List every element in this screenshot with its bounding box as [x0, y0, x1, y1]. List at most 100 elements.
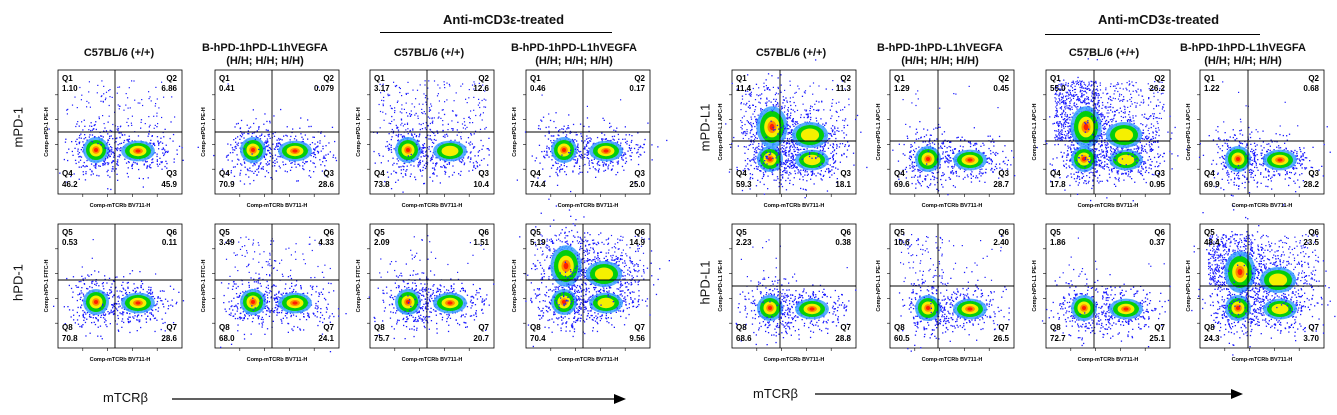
quadrant-value: 26.5 [993, 334, 1009, 343]
quadrant-name: Q7 [166, 323, 177, 332]
quadrant-value: 23.5 [1303, 238, 1319, 247]
quadrant-value: 2.23 [736, 238, 752, 247]
quadrant-name: Q8 [894, 323, 905, 332]
quadrant-name: Q7 [1154, 323, 1165, 332]
quadrant-value: 4.33 [318, 238, 334, 247]
plot-x-axis-title: Comp-mTCRb BV711-H [90, 203, 151, 209]
quadrant-name: Q7 [478, 323, 489, 332]
quadrant-name: Q4 [62, 169, 73, 178]
quadrant-name: Q3 [634, 169, 645, 178]
quadrant-value: 75.7 [374, 334, 390, 343]
col-title-right-1: C57BL/6 (+/+) [755, 47, 827, 59]
quadrant-name: Q8 [62, 323, 73, 332]
quadrant-name: Q1 [1204, 74, 1215, 83]
plot-x-axis-title: Comp-mTCRb BV711-H [402, 203, 463, 209]
col-title-left-1: C57BL/6 (+/+) [83, 47, 155, 59]
quadrant-name: Q8 [530, 323, 541, 332]
quadrant-value: 0.38 [835, 238, 851, 247]
plot-y-axis-title: Comp-hPD-1 FITC-H [512, 260, 518, 313]
quadrant-name: Q5 [894, 228, 905, 237]
quadrant-name: Q8 [374, 323, 385, 332]
quadrant-value: 68.0 [219, 334, 235, 343]
quadrant-value: 0.68 [1303, 84, 1319, 93]
quadrant-name: Q5 [1204, 228, 1215, 237]
quadrant-name: Q8 [219, 323, 230, 332]
plot-x-axis-title: Comp-mTCRb BV711-H [558, 357, 619, 363]
quadrant-value: 1.51 [473, 238, 489, 247]
quadrant-name: Q4 [1204, 169, 1215, 178]
treated-group-title-left: Anti-mCD3ε-treated [443, 12, 565, 27]
quadrant-value: 3.49 [219, 238, 235, 247]
quadrant-value: 28.8 [835, 334, 851, 343]
plot-x-axis-title: Comp-mTCRb BV711-H [1078, 203, 1139, 209]
quadrant-value: 26.2 [1149, 84, 1165, 93]
flow-plot: Q10.41 Q20.079 Q4 70.9 Q3 28.6 Comp-mTCRb BV71… [201, 69, 340, 209]
quadrant-value: 28.7 [993, 180, 1009, 189]
quadrant-value: 60.5 [894, 334, 910, 343]
quadrant-name: Q2 [634, 74, 645, 83]
quadrant-name: Q7 [323, 323, 334, 332]
quadrant-name: Q1 [219, 74, 230, 83]
quadrant-name: Q6 [166, 228, 177, 237]
x-axis-label-left: mTCRβ [103, 390, 149, 405]
quadrant-name: Q3 [1308, 169, 1319, 178]
plot-y-axis-title: Comp-hPD-L1 PE-H [1032, 260, 1038, 311]
quadrant-name: Q2 [166, 74, 177, 83]
quadrant-value: 0.079 [314, 84, 335, 93]
quadrant-value: 28.2 [1303, 180, 1319, 189]
quadrant-value: 48.4 [1204, 238, 1220, 247]
quadrant-name: Q2 [840, 74, 851, 83]
quadrant-value: 12.6 [473, 84, 489, 93]
quadrant-value: 45.9 [161, 180, 177, 189]
quadrant-value: 0.41 [219, 84, 235, 93]
quadrant-name: Q3 [1154, 169, 1165, 178]
quadrant-name: Q6 [1154, 228, 1165, 237]
plot-x-axis-title: Comp-mTCRb BV711-H [247, 357, 308, 363]
plot-y-axis-title: Comp-hPD-L1 PE-H [876, 260, 882, 311]
quadrant-value: 70.4 [530, 334, 546, 343]
plot-y-axis-title: Comp-hPD-1 FITC-H [356, 260, 362, 313]
quadrant-value: 0.37 [1149, 238, 1165, 247]
plot-x-axis-title: Comp-mTCRb BV711-H [1232, 357, 1293, 363]
flow-plot: Q50.53 Q60.11 Q8 70.8 Q7 28.6 Comp-mTCRb BV711… [44, 223, 185, 363]
plot-x-axis-title: Comp-mTCRb BV711-H [90, 357, 151, 363]
quadrant-name: Q4 [736, 169, 747, 178]
quadrant-value: 11.4 [736, 84, 752, 93]
plot-y-axis-title: Comp-mPD-L1 APC-H [1186, 104, 1192, 161]
quadrant-value: 24.3 [1204, 334, 1220, 343]
x-axis-arrow-right [815, 389, 1243, 399]
plot-y-axis-title: Comp-mPD-1 PE-H [44, 107, 50, 157]
plot-x-axis-title: Comp-mTCRb BV711-H [402, 357, 463, 363]
quadrant-name: Q6 [478, 228, 489, 237]
quadrant-value: 25.1 [1149, 334, 1165, 343]
quadrant-name: Q2 [323, 74, 334, 83]
plot-x-axis-title: Comp-mTCRb BV711-H [764, 203, 825, 209]
flow-plot: Q52.23 Q60.38 Q8 68.6 Q7 28.8 Comp-mTCRb BV711… [718, 223, 857, 363]
quadrant-name: Q7 [840, 323, 851, 332]
plot-x-axis-title: Comp-mTCRb BV711-H [1078, 357, 1139, 363]
quadrant-value: 6.86 [161, 84, 177, 93]
quadrant-value: 1.22 [1204, 84, 1220, 93]
quadrant-value: 9.56 [629, 334, 645, 343]
quadrant-value: 11.3 [836, 84, 852, 93]
quadrant-value: 17.8 [1050, 180, 1066, 189]
quadrant-value: 74.4 [530, 180, 546, 189]
quadrant-name: Q2 [998, 74, 1009, 83]
quadrant-name: Q5 [62, 228, 73, 237]
quadrant-value: 73.8 [374, 180, 390, 189]
col-title-left-4: B-hPD-1hPD-L1hVEGFA (H/H; H/H; H/H) [511, 42, 637, 67]
quadrant-name: Q1 [62, 74, 73, 83]
quadrant-name: Q2 [1154, 74, 1165, 83]
x-axis-arrow-left [172, 394, 626, 404]
quadrant-name: Q5 [530, 228, 541, 237]
plot-y-axis-title: Comp-hPD-1 FITC-H [201, 260, 207, 313]
quadrant-value: 5.19 [530, 238, 546, 247]
quadrant-value: 0.45 [993, 84, 1009, 93]
quadrant-name: Q1 [530, 74, 541, 83]
quadrant-name: Q6 [998, 228, 1009, 237]
